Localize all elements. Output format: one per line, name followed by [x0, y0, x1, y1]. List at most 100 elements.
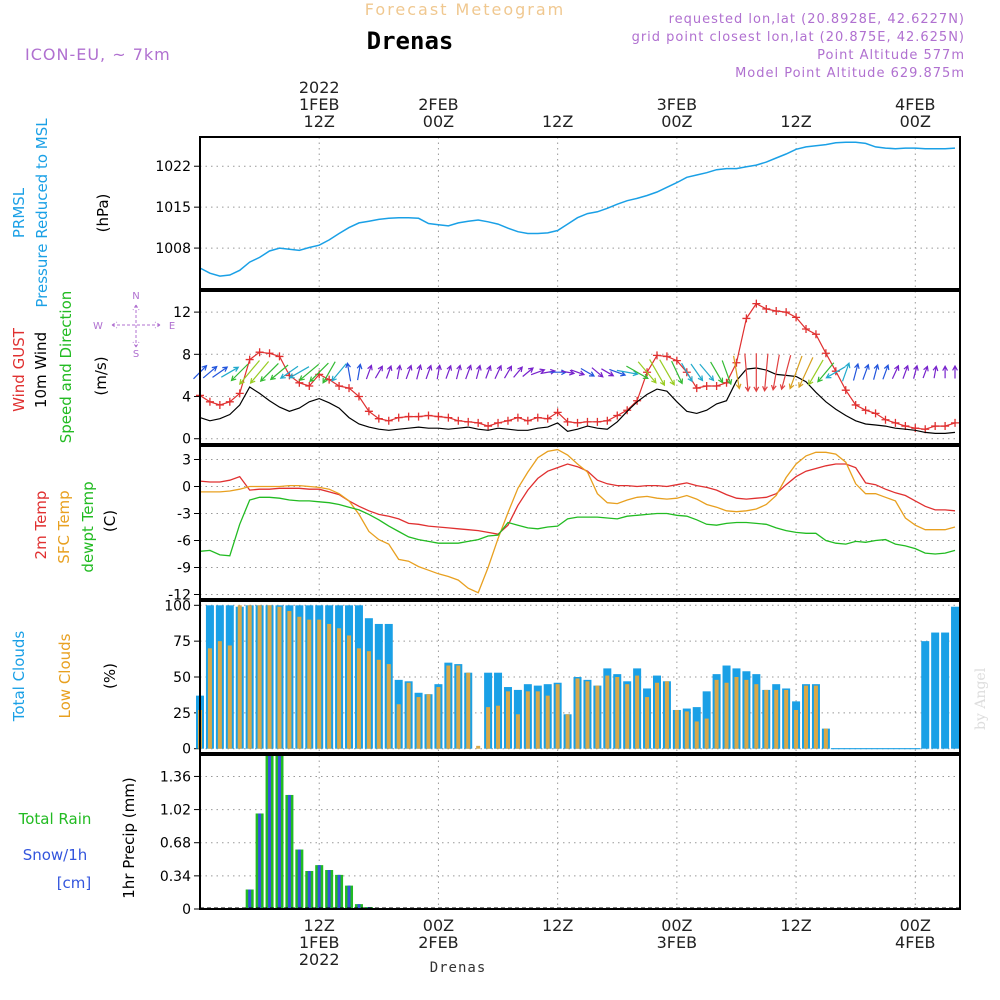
top-time-label: 12Z — [542, 112, 573, 131]
precipitation-panel: 0 0.34 0.68 1.02 1.36 — [160, 754, 961, 918]
wind-direction-arrow — [530, 368, 546, 376]
wind-direction-arrow — [902, 364, 910, 379]
wind-direction-arrow — [798, 357, 814, 389]
total-rain-label: Total Rain — [18, 810, 92, 828]
wind-direction-arrow — [580, 367, 596, 377]
compass-south: S — [133, 349, 139, 360]
wind-direction-arrow — [637, 361, 657, 384]
wind-direction-arrow — [331, 363, 347, 382]
wind-direction-arrow — [416, 363, 423, 380]
model-point-altitude: Model Point Altitude 629.875m — [735, 66, 965, 81]
compass-north: N — [132, 291, 139, 302]
requested-coords: requested lon,lat (20.8928E, 42.6227N) — [669, 12, 965, 27]
wind-direction-arrow — [733, 355, 742, 390]
low-cloud-bar — [347, 635, 352, 749]
wind-gust-marker — [712, 381, 721, 390]
top-time-label: 3FEB — [657, 95, 697, 114]
wind-direction-arrow — [659, 359, 675, 386]
wind-gust-marker — [841, 386, 850, 395]
wind-direction-arrow — [249, 361, 270, 384]
wind-direction-arrow — [681, 362, 693, 383]
series-2m-temp-line — [199, 463, 956, 535]
low-cloud-bar — [684, 711, 689, 749]
wind-gust-marker — [802, 324, 811, 333]
low-cloud-bar — [317, 619, 322, 749]
y-tick-label: 3 — [182, 453, 191, 469]
low-cloud-bar — [287, 611, 292, 749]
wind-direction-arrow — [561, 369, 576, 376]
temp-unit-label: (C) — [101, 510, 119, 532]
low-cloud-bar — [337, 628, 342, 749]
low-cloud-bar — [327, 623, 332, 749]
pressure-unit-label: (hPa) — [94, 194, 112, 233]
wind-direction-arrow — [309, 362, 329, 383]
wind-direction-arrow — [852, 362, 860, 381]
wind-gust-marker — [454, 416, 463, 425]
y-tick-label: 0 — [182, 480, 191, 496]
bottom-time-label: 00Z — [661, 916, 692, 935]
snow-bar — [357, 904, 361, 909]
low-cloud-bar — [426, 694, 431, 749]
low-cloud-bar — [724, 682, 729, 749]
wind-direction-arrow — [922, 365, 929, 379]
low-cloud-bar — [635, 675, 640, 749]
wind-gust-marker — [434, 412, 443, 421]
low-cloud-bar — [277, 606, 282, 749]
snow-bar — [317, 865, 321, 909]
compass-west: W — [93, 321, 103, 332]
series-10m-wind-line — [199, 367, 956, 434]
wind-direction-arrow — [779, 355, 792, 391]
temperature-panel: 3 0 -3 -6 -9 -12 — [168, 445, 961, 604]
wind-gust-marker — [464, 417, 473, 426]
wind-direction-arrow — [494, 364, 502, 379]
total-cloud-bar — [931, 632, 940, 749]
low-cloud-bar — [754, 684, 759, 749]
wind-direction-arrow — [455, 364, 462, 380]
wind-gust-marker — [772, 307, 781, 316]
low-cloud-bar — [446, 665, 451, 749]
snow-bar — [277, 755, 281, 909]
low-cloud-bar — [575, 678, 580, 749]
wind-gust-marker — [861, 406, 870, 415]
clouds-panel: 0 25 50 75 100 — [164, 598, 961, 758]
wind-direction-arrow — [825, 366, 846, 379]
wind-gust-marker — [672, 356, 681, 365]
wind-gust-label: Wind GUST — [10, 327, 28, 412]
wind-direction-arrow — [503, 365, 513, 379]
total-clouds-label: Total Clouds — [10, 631, 28, 723]
wind-gust-marker — [881, 415, 890, 424]
series-wind-gust-line — [199, 302, 956, 430]
wind-gust-marker — [533, 413, 542, 422]
bottom-time-label: 1FEB — [299, 933, 339, 952]
wind-direction-arrow — [762, 353, 769, 393]
pressure-panel: 1008 1015 1022 — [155, 136, 961, 290]
low-cloud-bar — [734, 677, 739, 749]
total-cloud-bar — [921, 641, 930, 749]
y-tick-label: 0.34 — [160, 869, 191, 885]
wind-gust-marker — [245, 355, 254, 364]
wind-gust-marker — [205, 397, 214, 406]
series-prmsl-line — [199, 141, 956, 277]
low-cloud-bar — [595, 685, 600, 749]
low-cloud-bar — [386, 664, 391, 749]
wind-direction-arrow — [396, 364, 403, 380]
y-tick-label: 1022 — [155, 159, 191, 175]
point-altitude: Point Altitude 577m — [817, 48, 965, 63]
wind-direction-arrow — [788, 355, 803, 390]
wind-direction-arrow — [570, 369, 586, 376]
wind-direction-arrow — [385, 364, 393, 379]
wind-direction-arrow — [445, 364, 453, 379]
low-cloud-bar — [605, 675, 610, 749]
y-tick-label: -6 — [177, 534, 191, 550]
y-tick-label: 4 — [182, 390, 191, 406]
wind-direction-arrow — [436, 364, 442, 380]
wind-gust-marker — [821, 349, 830, 358]
snow-label: Snow/1h — [23, 846, 88, 864]
wind-gust-marker — [603, 416, 612, 425]
low-cloud-bar — [486, 707, 491, 749]
wind-gust-marker — [335, 381, 344, 390]
y-tick-label: 8 — [182, 347, 191, 363]
wind-panel: 0 4 8 12 — [173, 290, 961, 448]
panel-frame — [199, 136, 961, 290]
